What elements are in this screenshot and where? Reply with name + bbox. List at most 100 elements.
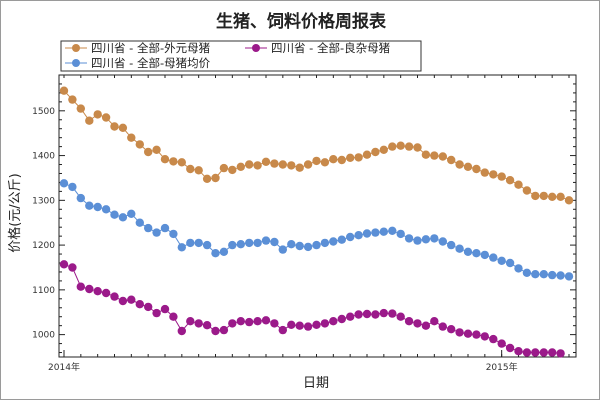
series-1-point <box>93 287 102 296</box>
series-2-point <box>177 243 186 252</box>
series-1-point <box>118 296 128 306</box>
series-2-point <box>152 228 161 237</box>
y-tick-label: 1200 <box>32 241 55 251</box>
series-1-point <box>312 320 321 329</box>
series-2 <box>59 179 574 281</box>
legend-entry-series-1: 四川省 - 全部-良杂母猪 <box>245 41 391 55</box>
series-0-point <box>354 153 363 162</box>
series-1-point <box>303 322 313 331</box>
series-0-point <box>379 145 388 154</box>
series-2-point <box>564 272 574 281</box>
series-0-point <box>430 151 439 160</box>
series-0-point <box>396 141 405 150</box>
series-1-point <box>261 316 271 325</box>
legend-label-1: 四川省 - 全部-良杂母猪 <box>271 41 391 55</box>
series-2-point <box>320 238 330 248</box>
series-1-point <box>438 322 447 331</box>
series-2-point <box>438 237 447 246</box>
chart-title: 生猪、饲料价格周报表 <box>216 11 387 32</box>
series-0-point <box>514 180 523 189</box>
series-2-point <box>396 229 405 239</box>
series-1-point <box>68 263 77 272</box>
series-0-point <box>152 145 161 154</box>
axes: 1000 1100 1200 1300 1400 1500 2014年 2015年 <box>32 74 577 373</box>
series-2-point <box>194 238 203 248</box>
series-2-point <box>219 247 229 256</box>
series-2-point <box>169 229 178 239</box>
series-2-point <box>245 238 254 248</box>
series-0-point <box>346 153 355 162</box>
series-1-point <box>489 334 498 344</box>
series-2-point <box>303 242 313 252</box>
series-0-point <box>68 95 77 104</box>
series-0-point <box>278 160 287 169</box>
series-2-point <box>455 244 464 253</box>
series-1-point <box>329 317 338 326</box>
series-2-point <box>463 247 473 256</box>
series-2-point <box>447 240 456 250</box>
series-1-point <box>270 319 279 328</box>
series-1-point <box>202 321 212 330</box>
series-2-point <box>85 201 94 210</box>
series-2-point <box>59 179 69 188</box>
legend-marker-0 <box>72 44 80 52</box>
series-2-point <box>354 231 363 240</box>
series-1-point <box>211 326 220 336</box>
series-1 <box>59 260 565 358</box>
legend-marker-2 <box>72 59 80 67</box>
series-0-point <box>522 186 532 195</box>
series-2-point <box>505 258 515 268</box>
series-0-point <box>144 147 153 157</box>
series-1-point <box>388 309 397 318</box>
series-1-point <box>144 302 153 312</box>
series-0-point <box>404 142 414 151</box>
series-0-point <box>186 164 195 174</box>
series-2-point <box>261 236 271 245</box>
series-0-point <box>539 191 548 201</box>
series-1-point <box>127 295 136 304</box>
series-0-point <box>76 104 86 113</box>
series-2-point <box>514 264 523 273</box>
legend: 四川省 - 全部-外元母猪 四川省 - 全部-良杂母猪 四川省 - 全部-母猪均… <box>60 40 422 72</box>
series-1-point <box>177 326 186 336</box>
series-2-point <box>522 268 532 277</box>
series-0-point <box>337 155 346 165</box>
series-0-point <box>362 150 372 159</box>
series-1-point <box>295 321 304 330</box>
series-0-point <box>253 161 262 170</box>
legend-entry-series-2: 四川省 - 全部-母猪均价 <box>65 56 211 70</box>
series-1-point <box>539 348 548 357</box>
series-2-point <box>287 240 296 249</box>
series-2-point <box>472 249 481 258</box>
series-1-point <box>101 288 111 298</box>
series-0 <box>59 86 574 205</box>
series-0-point <box>93 110 102 119</box>
series-0-point <box>194 166 203 175</box>
series-1-point <box>59 260 69 269</box>
series-2-point <box>93 202 102 212</box>
series-2-point <box>202 240 212 250</box>
x-axis-title: 日期 <box>303 376 329 391</box>
series-0-point <box>101 113 111 122</box>
series-0-point <box>320 158 330 167</box>
series-2-point <box>421 235 431 244</box>
series-2-point <box>270 237 279 247</box>
series-1-point <box>413 319 422 328</box>
series-0-point <box>261 157 271 166</box>
series-1-point <box>514 347 523 356</box>
series-1-point <box>531 348 540 357</box>
series-0-point <box>219 163 229 173</box>
series-1-point <box>219 325 229 335</box>
series-0-point <box>312 156 321 166</box>
series-0-point <box>127 133 136 142</box>
series-0-point <box>202 174 212 183</box>
x-tick-label: 2015年 <box>486 361 518 373</box>
series-0-point <box>85 116 94 125</box>
series-1-point <box>430 317 439 326</box>
series-2-point <box>379 227 388 236</box>
series-2-point <box>144 223 153 233</box>
series-2-point <box>110 210 119 219</box>
series-2-point <box>337 235 346 244</box>
